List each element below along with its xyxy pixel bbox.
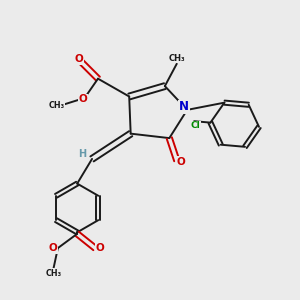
Text: CH₃: CH₃ (168, 54, 185, 63)
Text: O: O (96, 243, 105, 253)
Text: O: O (74, 54, 83, 64)
Text: CH₃: CH₃ (48, 101, 64, 110)
Text: O: O (177, 157, 186, 167)
Text: N: N (179, 100, 189, 113)
Text: H: H (79, 148, 87, 159)
Text: Cl: Cl (191, 121, 200, 130)
Text: O: O (48, 243, 57, 253)
Text: CH₃: CH₃ (45, 269, 62, 278)
Text: O: O (79, 94, 88, 104)
